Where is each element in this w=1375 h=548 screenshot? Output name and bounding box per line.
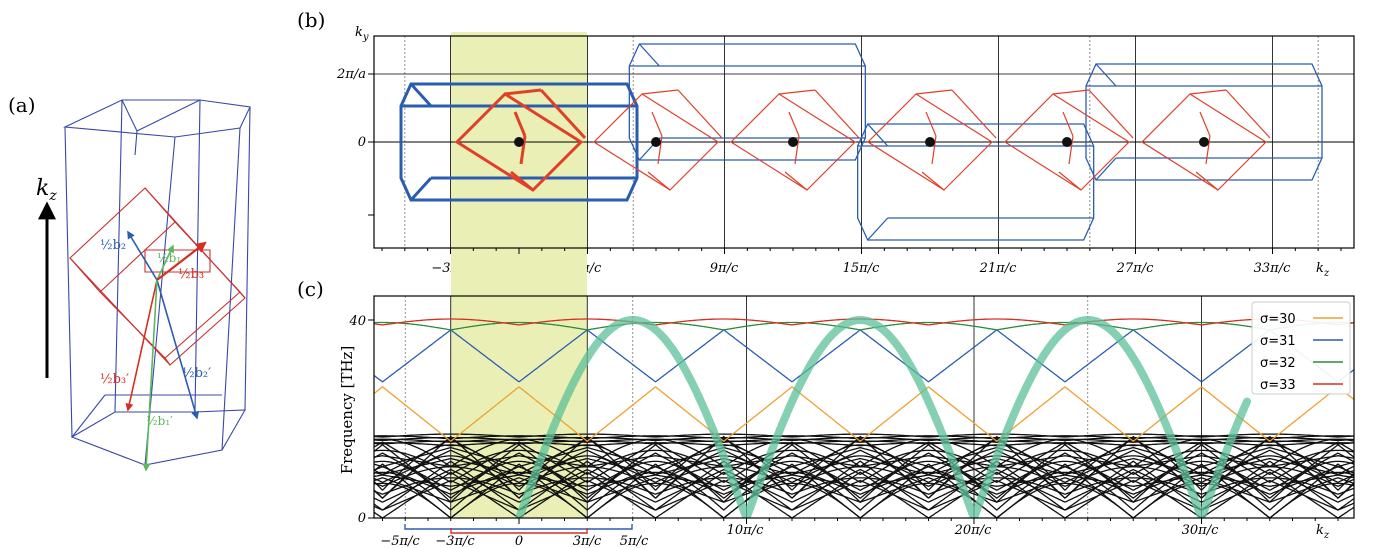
b-xtick-27pi: 27π/c (1116, 261, 1154, 276)
zone-brackets (404, 524, 633, 534)
label-b2: ½b₂ (100, 238, 126, 253)
flat-band (374, 436, 1354, 442)
b-ytick-2pi-a: 2π/a (336, 67, 366, 82)
panel-a-label: (a) (8, 93, 36, 117)
vector-b1 (156, 244, 174, 281)
panel-c: (c) Frequency [THz] 40 0 10π/c 20π/c 30π… (297, 254, 1355, 548)
gamma-point (514, 137, 524, 147)
brillouin-zone-prism (62, 99, 251, 466)
vector-b3-prime (125, 279, 158, 412)
gamma-point (1062, 137, 1072, 147)
label-b3-prime: ½b₃′ (100, 372, 129, 387)
low-band (374, 446, 1354, 468)
panel-a: (a) kz (8, 93, 251, 472)
flat-band (374, 442, 1354, 447)
c-xtick-10pi: 10π/c (727, 523, 764, 538)
bz-prism-3 (857, 123, 1095, 241)
bz-prism-main (399, 82, 639, 202)
label-b3: ½b₃ (178, 267, 204, 282)
rhombic-cell (593, 89, 723, 191)
rhombic-cell (867, 89, 997, 191)
bracket-3pi (450, 528, 588, 534)
b-xlabel: kz (1316, 261, 1330, 279)
c-bottom-m5pi: −5π/c (380, 534, 420, 548)
rhombohedral-cell (69, 187, 246, 366)
legend-entry-31: σ=31 (1260, 334, 1296, 349)
label-b1: ½b₁ (157, 251, 181, 265)
panel-b: (b) ky 2π/a 0 kz −3π/c 0 3π/c 9π/c 15π/c… (297, 8, 1355, 279)
legend-entry-33: σ=33 (1260, 378, 1296, 393)
c-band-structure (374, 316, 1354, 518)
b-xtick-33pi: 33π/c (1254, 261, 1291, 276)
rhombic-cell (730, 89, 860, 191)
legend-entry-30: σ=30 (1260, 312, 1296, 327)
panel-b-label: (b) (297, 8, 325, 32)
bz-prism-4 (1085, 63, 1323, 181)
low-band (374, 457, 1354, 476)
c-legend: σ=30 σ=31 σ=32 σ=33 (1251, 301, 1351, 395)
b-ylabel: ky (355, 25, 369, 43)
low-band (374, 441, 1354, 484)
c-ylabel: Frequency [THz] (338, 346, 356, 475)
rhombic-cell (1004, 89, 1134, 191)
label-b1-prime: ½b₁′ (146, 414, 173, 428)
c-plot-frame (373, 295, 1355, 519)
vector-b2 (127, 230, 158, 281)
prism-top-face (62, 99, 251, 138)
legend-box (1251, 301, 1351, 395)
c-bottom-5pi: 5π/c (620, 534, 649, 548)
gamma-point (925, 137, 935, 147)
c-ytick-40: 40 (348, 314, 366, 329)
rhombic-cell (1141, 89, 1271, 191)
flat-band (374, 438, 1354, 443)
c-xtick-20pi: 20π/c (954, 523, 992, 538)
band-sigma-32 (374, 321, 1354, 331)
b-xtick-9pi: 9π/c (710, 261, 739, 276)
c-bottom-0: 0 (515, 534, 523, 548)
b-xtick-21pi: 21π/c (979, 261, 1017, 276)
gamma-point (651, 137, 661, 147)
vector-b3 (156, 241, 207, 281)
unfolded-band (515, 316, 1251, 518)
c-bottom-m3pi: −3π/c (435, 534, 475, 548)
low-band (374, 452, 1354, 492)
vector-b1-prime (142, 279, 158, 472)
low-band (374, 471, 1354, 518)
c-ticks (368, 319, 1339, 524)
c-bottom-3pi: 3π/c (573, 534, 602, 548)
rhombic-cell-0 (454, 88, 587, 192)
low-band (374, 444, 1354, 500)
bracket-5pi (404, 524, 633, 530)
b-ytick-0: 0 (358, 135, 366, 150)
label-b2-prime: ½b₂′ (182, 366, 211, 381)
low-band (374, 460, 1354, 504)
vector-b2-prime (156, 279, 200, 420)
gamma-point (788, 137, 798, 147)
c-ytick-0: 0 (358, 511, 366, 526)
legend-entry-32: σ=32 (1260, 356, 1296, 371)
low-band (374, 474, 1354, 487)
panel-c-label: (c) (297, 277, 324, 301)
low-band (374, 482, 1354, 518)
b-xtick-15pi: 15π/c (843, 261, 880, 276)
gamma-point (1199, 137, 1209, 147)
low-band (374, 449, 1354, 484)
kz-axis-label: kz (36, 176, 57, 204)
flat-band (374, 433, 1354, 438)
c-xlabel: kz (1316, 523, 1330, 541)
b-ticks (368, 73, 1342, 254)
reciprocal-vectors (125, 230, 207, 472)
bz-prism-2 (628, 43, 866, 161)
band-sigma-30 (374, 386, 1354, 443)
flat-band (374, 435, 1354, 440)
low-band (374, 444, 1354, 491)
c-xtick-30pi: 30π/c (1182, 523, 1219, 538)
b-brillouin-cells (399, 43, 1323, 241)
